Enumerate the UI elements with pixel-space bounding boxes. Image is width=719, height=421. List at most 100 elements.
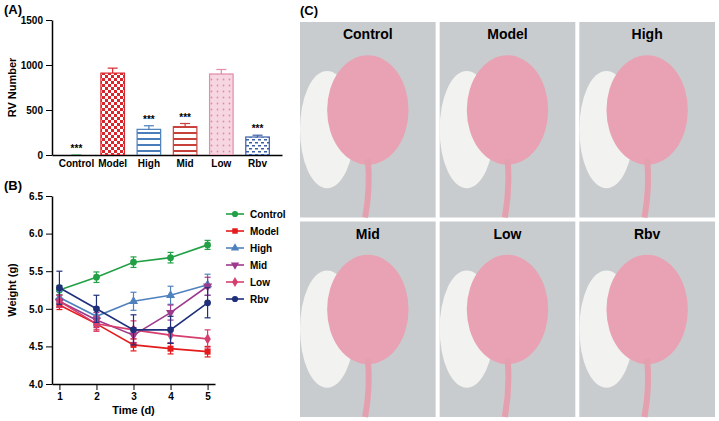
legend-label: Rbv: [250, 294, 269, 305]
tick-mark: [46, 196, 52, 197]
tick-label: 500: [26, 105, 43, 116]
marker: [204, 299, 211, 306]
tick-label: Rbv: [248, 158, 267, 169]
panel-label: (B): [4, 178, 22, 193]
legend: Control Model High Mid Low Rbv: [226, 209, 286, 305]
error-bar: [168, 343, 174, 354]
error-bar: [131, 257, 137, 268]
legend-label: Control: [250, 209, 286, 220]
error-bar: [144, 126, 154, 130]
marker: [93, 305, 100, 312]
tick-label: 6.0: [29, 228, 43, 239]
tick: 6.5: [29, 191, 52, 202]
legend-item: Model: [226, 226, 279, 237]
tick-mark: [46, 309, 52, 310]
tick-mark: [46, 20, 52, 21]
tick: High: [138, 155, 160, 169]
error-bar: [56, 271, 62, 304]
tick: 1000: [21, 60, 52, 71]
tick: Model: [98, 155, 127, 169]
axis-line: [52, 197, 54, 385]
legend-item: Control: [226, 209, 286, 220]
y-axis: 0 500 1000 1500: [21, 15, 53, 161]
tick-label: 1500: [21, 15, 44, 26]
legend-label: High: [250, 243, 272, 254]
marker: [167, 326, 174, 333]
error-bar: [253, 135, 263, 137]
marker: [168, 346, 174, 352]
significance-label: ***: [179, 112, 191, 123]
tick-label: 1000: [21, 60, 44, 71]
error-bar: [131, 315, 137, 345]
series-line: [59, 286, 207, 335]
marker: [166, 290, 175, 298]
tick: Control: [59, 155, 95, 169]
photo: Mid: [300, 222, 436, 418]
bar: [210, 74, 234, 155]
significance-label: ***: [71, 143, 83, 154]
tick-label: 6.5: [29, 191, 43, 202]
plot-area: [55, 240, 212, 357]
tick: Rbv: [248, 155, 267, 169]
tick-mark: [46, 110, 52, 111]
axis-title: Weight (g): [6, 263, 18, 317]
photo: High: [579, 22, 715, 218]
legend-swatch: [231, 243, 239, 250]
photo: Rbv: [579, 222, 715, 418]
legend-swatch: [232, 228, 237, 233]
tick-mark: [171, 384, 172, 390]
photo: Control: [300, 22, 436, 218]
photo-label: Low: [494, 226, 522, 242]
legend-item: Mid: [226, 260, 267, 271]
photo-label: Model: [487, 26, 527, 42]
error-bar: [205, 346, 211, 357]
tick: 1: [57, 384, 63, 402]
tick-label: 2: [94, 391, 100, 402]
tick: Low: [211, 155, 231, 169]
tick-label: 5: [205, 391, 211, 402]
tick: 4: [168, 384, 174, 402]
photo-label: Control: [343, 26, 393, 42]
tick: 500: [26, 105, 52, 116]
photo: Model: [440, 22, 576, 218]
tick-label: 0: [37, 150, 43, 161]
error-bar: [205, 240, 211, 249]
axis-line: [52, 21, 54, 156]
bar: [173, 127, 197, 155]
x-axis: ControlModelHighMidLowRbv: [53, 155, 283, 169]
error-bar: [168, 316, 174, 343]
tick-label: High: [138, 158, 160, 169]
legend-swatch: [232, 211, 238, 217]
tick-mark: [134, 384, 135, 390]
axis-title: RV Number: [6, 57, 18, 117]
tick-label: 4.5: [29, 341, 43, 352]
bar: [101, 73, 125, 155]
panel-label: (A): [4, 2, 22, 17]
tick: 4.0: [29, 379, 52, 390]
marker: [204, 333, 210, 344]
tick: 1500: [21, 15, 52, 26]
photo: Low: [440, 222, 576, 418]
panel-label: (C): [300, 3, 318, 18]
tick-mark: [208, 384, 209, 390]
legend-item: Low: [226, 277, 270, 288]
axis-title: Time (d): [112, 404, 155, 416]
legend-item: Rbv: [226, 294, 269, 305]
tick: 5: [205, 384, 211, 402]
tick-mark: [46, 155, 52, 156]
significance-label: ***: [143, 114, 155, 125]
photo-label: Rbv: [634, 226, 661, 242]
legend-swatch: [231, 263, 239, 270]
marker: [204, 241, 211, 248]
photo-label: Mid: [356, 226, 380, 242]
marker: [93, 274, 100, 281]
significance-label: ***: [252, 123, 264, 134]
tick: 2: [94, 384, 100, 402]
tick-label: 5.5: [29, 266, 43, 277]
tick-label: 4: [168, 391, 174, 402]
marker: [205, 349, 211, 355]
series-line: [59, 245, 207, 290]
tick-label: 1: [57, 391, 63, 402]
legend-item: High: [226, 243, 272, 254]
error-bar: [216, 70, 226, 75]
